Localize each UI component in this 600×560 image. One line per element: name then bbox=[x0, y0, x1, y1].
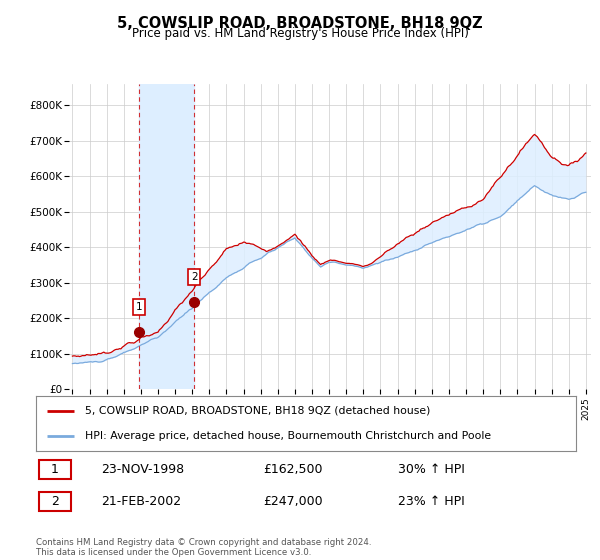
Text: HPI: Average price, detached house, Bournemouth Christchurch and Poole: HPI: Average price, detached house, Bour… bbox=[85, 431, 491, 441]
Bar bbox=[39, 492, 71, 511]
Text: £247,000: £247,000 bbox=[263, 496, 322, 508]
Text: 30% ↑ HPI: 30% ↑ HPI bbox=[398, 463, 464, 475]
Text: Price paid vs. HM Land Registry's House Price Index (HPI): Price paid vs. HM Land Registry's House … bbox=[131, 27, 469, 40]
Text: 1: 1 bbox=[136, 302, 142, 312]
Text: 23% ↑ HPI: 23% ↑ HPI bbox=[398, 496, 464, 508]
Text: 21-FEB-2002: 21-FEB-2002 bbox=[101, 496, 181, 508]
Text: 5, COWSLIP ROAD, BROADSTONE, BH18 9QZ: 5, COWSLIP ROAD, BROADSTONE, BH18 9QZ bbox=[117, 16, 483, 31]
Text: Contains HM Land Registry data © Crown copyright and database right 2024.
This d: Contains HM Land Registry data © Crown c… bbox=[36, 538, 371, 557]
Bar bbox=[39, 460, 71, 479]
Bar bbox=[139, 84, 194, 389]
Text: 1: 1 bbox=[51, 463, 59, 475]
Text: 23-NOV-1998: 23-NOV-1998 bbox=[101, 463, 184, 475]
Text: 5, COWSLIP ROAD, BROADSTONE, BH18 9QZ (detached house): 5, COWSLIP ROAD, BROADSTONE, BH18 9QZ (d… bbox=[85, 406, 430, 416]
Text: 2: 2 bbox=[191, 272, 197, 282]
Text: 2: 2 bbox=[51, 496, 59, 508]
Text: £162,500: £162,500 bbox=[263, 463, 322, 475]
